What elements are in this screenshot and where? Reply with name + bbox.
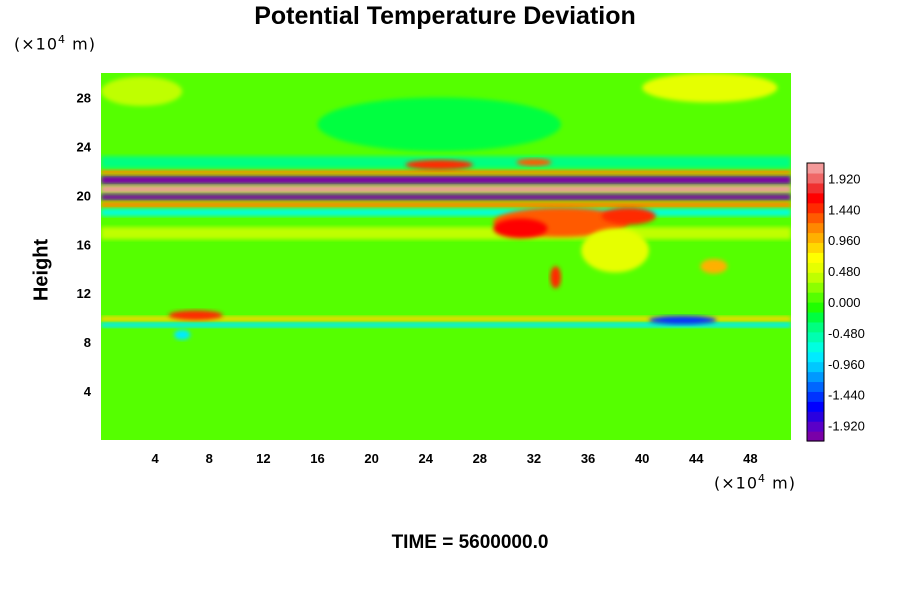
colorbar-swatch (807, 212, 824, 224)
chart-title: Potential Temperature Deviation (254, 2, 636, 30)
heatmap-patch-18 (516, 158, 552, 166)
colorbar-label: -0.960 (828, 357, 865, 372)
x-tick-label: 40 (635, 451, 649, 466)
heatmap-patch-15 (581, 228, 649, 273)
colorbar-swatch (807, 202, 824, 214)
x-unit-prefix: (×10 (714, 473, 759, 493)
colorbar-label: -1.440 (828, 388, 865, 403)
colorbar-swatch (807, 341, 824, 353)
colorbar-swatch (807, 182, 824, 194)
colorbar-frame (806, 162, 825, 442)
heatmap-band-2 (101, 194, 791, 201)
colorbar-swatch (807, 222, 824, 234)
y-unit-exponent: 4 (58, 33, 67, 46)
x-tick-label: 48 (743, 451, 757, 466)
colorbar-label: 0.000 (828, 295, 861, 310)
colorbar-swatch (807, 321, 824, 333)
colorbar-swatch (807, 371, 824, 383)
heatmap-band-3 (101, 201, 791, 208)
y-tick-label: 4 (84, 384, 92, 399)
colorbar-label: -0.480 (828, 326, 865, 341)
heatmap-band-8 (101, 322, 791, 328)
heatmap-patch-21 (317, 97, 561, 152)
colorbar-swatch (807, 252, 824, 263)
heatmap-patch-14 (700, 258, 728, 274)
x-unit-exponent: 4 (758, 472, 767, 485)
colorbar-swatch (807, 351, 824, 363)
y-unit-prefix: (×10 (14, 34, 59, 54)
heatmap-band-0 (101, 175, 791, 185)
colorbar-label: 0.480 (828, 264, 861, 279)
heatmap-band-7 (101, 316, 791, 322)
y-tick-label: 8 (84, 335, 91, 350)
colorbar-swatch (807, 381, 824, 392)
heatmap-patch-13 (550, 266, 562, 289)
heatmap-patch-20 (174, 329, 191, 340)
colorbar-swatch (807, 391, 824, 402)
x-tick-label: 36 (581, 451, 595, 466)
heatmap-patch-22 (642, 73, 778, 103)
colorbar-swatch (807, 232, 824, 244)
heatmap-patch-12 (601, 207, 656, 225)
plot-layer (101, 73, 791, 440)
heatmap-band-4 (101, 169, 791, 175)
x-tick-label: 28 (473, 451, 487, 466)
colorbar-swatch (807, 421, 824, 432)
time-label: TIME = 5600000.0 (391, 532, 549, 553)
x-tick-label: 20 (364, 451, 378, 466)
colorbar-swatch (807, 282, 824, 293)
colorbar-swatch (807, 401, 824, 412)
x-tick-label: 32 (527, 451, 541, 466)
colorbar-swatch (807, 411, 824, 422)
colorbar-swatch (807, 192, 824, 204)
colorbar-swatch (807, 172, 824, 184)
colorbar-swatch (807, 262, 824, 273)
x-unit-suffix: m) (766, 473, 796, 493)
colorbar-swatch (807, 361, 824, 373)
colorbar-swatch (807, 331, 824, 343)
y-unit-suffix: m) (66, 34, 96, 54)
heatmap-patch-19 (648, 315, 717, 325)
x-tick-label: 8 (206, 451, 213, 466)
colorbar-label: 1.920 (828, 171, 861, 186)
x-tick-label: 44 (689, 451, 704, 466)
heatmap-band-5 (101, 208, 791, 217)
colorbar-swatch (807, 272, 824, 283)
heatmap-patch-16 (168, 310, 223, 321)
y-axis-unit: (×104 m) (14, 33, 96, 53)
x-axis-unit: (×104 m) (714, 472, 796, 492)
heatmap-band-9 (101, 227, 791, 240)
x-tick-label: 4 (152, 451, 160, 466)
colorbar-label: -1.920 (828, 419, 865, 434)
heatmap-field (101, 73, 791, 340)
colorbar-swatch (807, 242, 824, 253)
colorbar: 1.920 1.440 0.960 0.480 0.000 -0.480 -0.960 -1.… (806, 162, 865, 442)
colorbar-label: 0.960 (828, 233, 861, 248)
heatmap-patch-11 (493, 218, 548, 239)
colorbar-swatch (807, 302, 824, 313)
heatmap-patch-17 (405, 159, 474, 170)
x-tick-label: 12 (256, 451, 270, 466)
y-tick-label: 16 (77, 237, 91, 252)
colorbar-swatch (807, 431, 824, 442)
heatmap-band-1 (101, 185, 791, 193)
x-tick-label: 24 (418, 451, 433, 466)
heatmap-patch-23 (101, 76, 183, 107)
colorbar-label: 1.440 (828, 202, 861, 217)
y-tick-label: 28 (77, 90, 91, 105)
colorbar-swatch (807, 311, 824, 323)
y-tick-label: 12 (77, 286, 91, 301)
colorbar-swatch (807, 292, 824, 303)
y-tick-label: 20 (77, 188, 91, 203)
y-tick-label: 24 (77, 139, 92, 154)
x-tick-label: 16 (310, 451, 324, 466)
colorbar-swatch (807, 163, 824, 174)
